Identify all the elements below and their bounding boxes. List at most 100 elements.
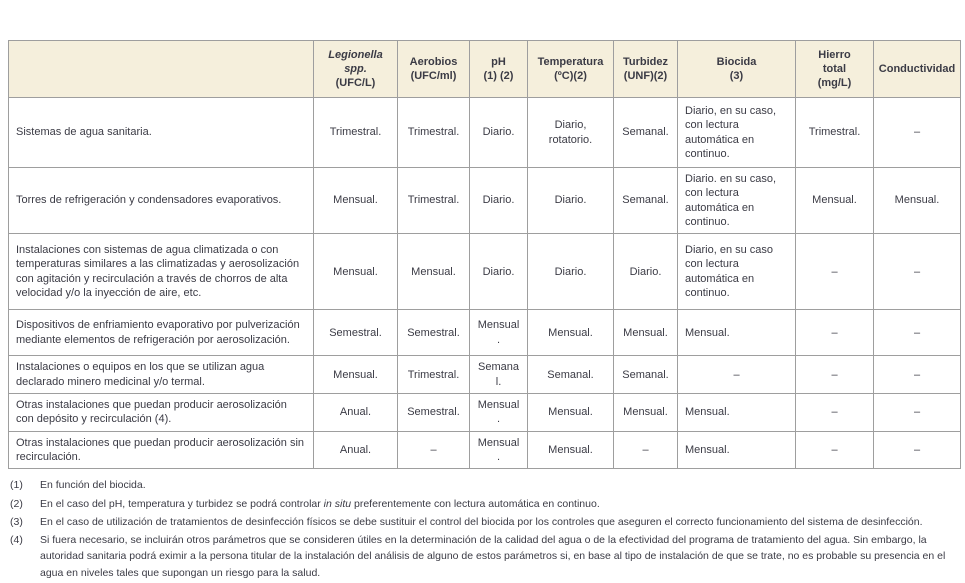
cell-aerobios: Semestral.: [397, 393, 470, 432]
row-label: Otras instalaciones que puedan producir …: [8, 393, 314, 432]
header-line: pH: [491, 55, 506, 68]
header-line: (3): [729, 70, 744, 82]
header-aerobios: Aerobios (UFC/ml): [397, 40, 470, 98]
cell-ph: Diario.: [469, 166, 528, 235]
footnote-number: (1): [10, 479, 23, 492]
footnote-text: En función del biocida.: [40, 479, 146, 492]
cell-legionella: Mensual.: [313, 166, 398, 235]
cell-conductividad: –: [873, 233, 961, 311]
monitoring-frequency-table: Legionella spp. (UFC/L) Aerobios (UFC/ml…: [8, 40, 961, 470]
footnote-3: (3) En el caso de utilización de tratami…: [10, 514, 962, 530]
cell-turbidez: Diario.: [613, 233, 678, 311]
cell-hierro: Trimestral.: [795, 97, 874, 168]
footnote-number: (3): [10, 515, 23, 528]
cell-ph: Semanal.: [469, 355, 528, 395]
header-line: Legionella: [328, 48, 383, 61]
cell-temperatura: Diario.: [527, 166, 614, 235]
row-label: Instalaciones con sistemas de agua clima…: [8, 233, 314, 311]
cell-hierro: Mensual.: [795, 166, 874, 235]
footnote-number: (2): [10, 497, 23, 510]
cell-aerobios: Semestral.: [397, 309, 470, 357]
header-ph: pH (1) (2): [469, 40, 528, 98]
footnote-text: En el caso de utilización de tratamiento…: [40, 515, 923, 528]
cell-turbidez: Semanal.: [613, 97, 678, 168]
footnote-text-post: preferentemente con lectura automática e…: [351, 497, 600, 510]
cell-turbidez: –: [613, 430, 678, 470]
cell-biocida: Diario, en su caso con lectura automátic…: [677, 233, 796, 311]
header-line: Biocida: [716, 55, 757, 68]
cell-temperatura: Diario, rotatorio.: [527, 97, 614, 168]
table-row: Otras instalaciones que puedan producir …: [8, 430, 961, 470]
cell-legionella: Mensual.: [313, 233, 398, 311]
header-empty: [8, 40, 314, 98]
cell-biocida: Diario. en su caso, con lectura automáti…: [677, 166, 796, 235]
header-line: Turbidez: [622, 55, 668, 68]
header-line: spp.: [344, 62, 367, 75]
row-label: Dispositivos de enfriamiento evaporativo…: [8, 309, 314, 357]
header-line: Aerobios: [409, 55, 458, 68]
cell-turbidez: Semanal.: [613, 166, 678, 235]
header-line: (UFC/ml): [410, 70, 457, 82]
cell-turbidez: Mensual.: [613, 309, 678, 357]
footnote-number: (4): [10, 534, 23, 547]
header-line: (UFC/L): [335, 77, 376, 90]
footnote-text-italic: in situ: [323, 497, 352, 510]
table-header-row: Legionella spp. (UFC/L) Aerobios (UFC/ml…: [8, 40, 961, 98]
row-label: Torres de refrigeración y condensadores …: [8, 166, 314, 235]
header-hierro-total: Hierro total (mg/L): [795, 40, 874, 98]
cell-conductividad: –: [873, 97, 961, 168]
cell-ph: Mensual.: [469, 309, 528, 357]
cell-hierro: –: [795, 355, 874, 395]
cell-biocida: Mensual.: [677, 309, 796, 357]
table-row: Otras instalaciones que puedan producir …: [8, 393, 961, 432]
header-biocida: Biocida (3): [677, 40, 796, 98]
cell-conductividad: –: [873, 309, 961, 357]
cell-legionella: Mensual.: [313, 355, 398, 395]
header-line: Conductividad: [878, 62, 956, 75]
cell-conductividad: –: [873, 393, 961, 432]
row-label: Sistemas de agua sanitaria.: [8, 97, 314, 168]
footnote-1: (1) En función del biocida.: [10, 477, 962, 493]
cell-hierro: –: [795, 309, 874, 357]
cell-conductividad: Mensual.: [873, 166, 961, 235]
cell-hierro: –: [795, 430, 874, 470]
cell-ph: Diario.: [469, 233, 528, 311]
header-line: Temperatura: [537, 55, 604, 68]
header-line: total: [822, 62, 847, 75]
header-temperatura: Temperatura (ºC)(2): [527, 40, 614, 98]
cell-legionella: Anual.: [313, 430, 398, 470]
cell-biocida: –: [677, 355, 796, 395]
cell-temperatura: Mensual.: [527, 393, 614, 432]
cell-aerobios: Trimestral.: [397, 97, 470, 168]
footnote-text: Si fuera necesario, se incluirán otros p…: [40, 534, 946, 579]
cell-ph: Diario.: [469, 97, 528, 168]
table-row: Sistemas de agua sanitaria. Trimestral. …: [8, 97, 961, 168]
cell-biocida: Mensual.: [677, 393, 796, 432]
table-row: Dispositivos de enfriamiento evaporativo…: [8, 309, 961, 357]
cell-turbidez: Semanal.: [613, 355, 678, 395]
header-line: Hierro: [818, 48, 851, 61]
header-line: (1) (2): [483, 70, 514, 82]
cell-hierro: –: [795, 233, 874, 311]
header-line: (mg/L): [817, 77, 852, 90]
cell-temperatura: Diario.: [527, 233, 614, 311]
cell-legionella: Trimestral.: [313, 97, 398, 168]
header-line: (ºC)(2): [554, 70, 587, 82]
cell-hierro: –: [795, 393, 874, 432]
header-turbidez: Turbidez (UNF)(2): [613, 40, 678, 98]
cell-turbidez: Mensual.: [613, 393, 678, 432]
row-label: Otras instalaciones que puedan producir …: [8, 430, 314, 470]
cell-biocida: Mensual.: [677, 430, 796, 470]
cell-temperatura: Mensual.: [527, 309, 614, 357]
cell-legionella: Semestral.: [313, 309, 398, 357]
table-row: Instalaciones con sistemas de agua clima…: [8, 233, 961, 311]
header-line: (UNF)(2): [623, 70, 668, 82]
footnote-text-pre: En el caso del pH, temperatura y turbide…: [40, 497, 324, 510]
cell-ph: Mensual.: [469, 430, 528, 470]
footnote-4: (4) Si fuera necesario, se incluirán otr…: [10, 532, 962, 581]
cell-temperatura: Mensual.: [527, 430, 614, 470]
cell-aerobios: Mensual.: [397, 233, 470, 311]
cell-conductividad: –: [873, 355, 961, 395]
table-row: Torres de refrigeración y condensadores …: [8, 166, 961, 235]
